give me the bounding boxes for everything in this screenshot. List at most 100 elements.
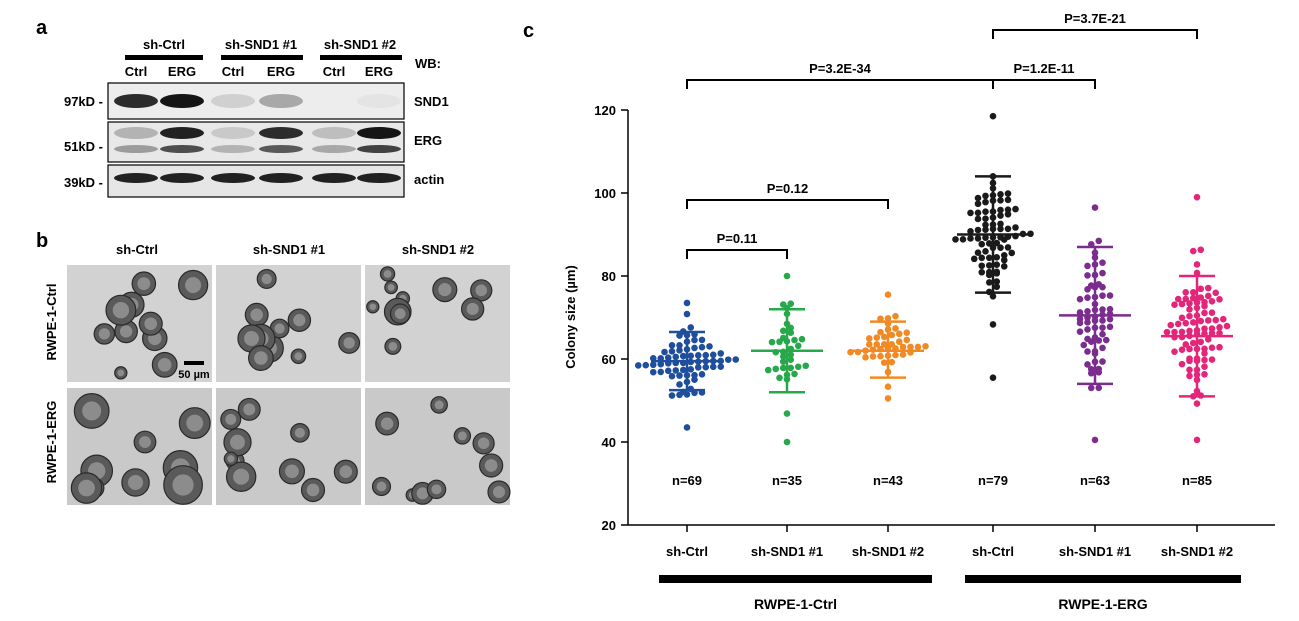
blot-band [160,145,204,153]
data-point [985,254,993,262]
data-point [709,351,717,359]
group-bar [659,575,932,583]
data-point [1201,363,1208,370]
cell-colony-core [254,351,268,365]
n-label: n=43 [873,473,903,488]
data-point [873,334,881,341]
data-point [1084,319,1091,326]
data-point [993,261,1001,268]
data-point [1201,309,1208,317]
data-point [1000,252,1008,259]
wb-group-label: sh-SND1 #2 [324,37,396,52]
cell-colony-core [293,314,306,327]
data-point [1186,366,1193,374]
significance-bracket [992,79,1096,89]
blot-band [160,127,204,139]
micrograph-row-label: RWPE-1-ERG [44,401,59,484]
data-point [974,200,982,208]
mw-marker: 51kD - [64,139,103,154]
data-point [865,335,873,342]
p-value-label: P=0.11 [717,231,758,246]
data-point [717,363,725,370]
cell-colony-core [387,283,395,291]
data-point [768,338,776,346]
wb-group-bar [320,55,402,60]
data-point [899,351,907,358]
data-point [779,358,787,365]
data-point [997,220,1004,228]
data-point [683,299,691,307]
cell-colony-core [139,436,151,448]
data-point [1193,261,1201,268]
data-point [1208,309,1216,316]
data-point [895,330,903,338]
n-label: n=69 [672,473,702,488]
data-point [776,374,783,382]
blot-band [357,94,401,108]
y-tick-label: 60 [602,352,616,367]
data-point [1099,358,1106,365]
data-point [877,328,884,336]
data-point [787,356,795,364]
data-point [642,361,650,369]
data-point [1084,361,1091,368]
data-point [993,278,1001,285]
data-point [982,234,989,241]
cell-colony-core [144,317,158,331]
data-point [698,371,706,378]
data-point [993,283,1001,291]
data-point [687,324,695,331]
data-point [1099,269,1106,277]
data-point [914,343,922,351]
cell-colony-core [475,284,488,297]
data-point [1204,292,1212,300]
data-point [982,215,989,223]
data-point [668,372,676,380]
cell-colony-core [388,342,398,351]
cell-colony-core [492,485,506,499]
data-point [978,262,986,270]
data-point [1186,345,1193,353]
data-point [1012,205,1019,213]
data-point [779,364,787,372]
protein-label: ERG [414,133,442,148]
cell-colony-core [233,468,250,485]
data-point [1186,327,1193,335]
data-point [978,240,986,248]
cell-colony-core [294,352,303,361]
blot-band [211,127,255,139]
data-point [698,343,706,351]
data-point [1099,330,1106,338]
data-point [787,351,795,358]
data-point [791,370,798,378]
data-point [997,197,1004,204]
data-point [1216,329,1223,337]
data-point [892,312,899,320]
data-point [794,363,802,371]
cell-colony-core [230,434,245,450]
data-point [865,341,873,348]
cell-colony-core [119,325,133,338]
data-point [649,368,657,376]
data-point [1201,356,1208,364]
data-point [974,209,982,217]
data-point [1208,329,1216,337]
data-point [1000,263,1008,270]
data-point [783,272,791,280]
data-point [1197,246,1205,254]
data-point [779,353,787,360]
data-point [903,336,911,344]
data-point [664,367,672,375]
data-point [668,342,676,349]
data-point [1201,325,1208,332]
cell-colony-core [244,331,259,346]
data-point [1189,339,1197,347]
data-point [985,262,993,269]
data-point [1099,306,1106,313]
data-point [1223,322,1231,330]
data-point [687,352,695,360]
blot-band [312,145,356,153]
data-point [997,244,1004,251]
data-point [1076,315,1084,323]
data-point [1186,372,1193,380]
